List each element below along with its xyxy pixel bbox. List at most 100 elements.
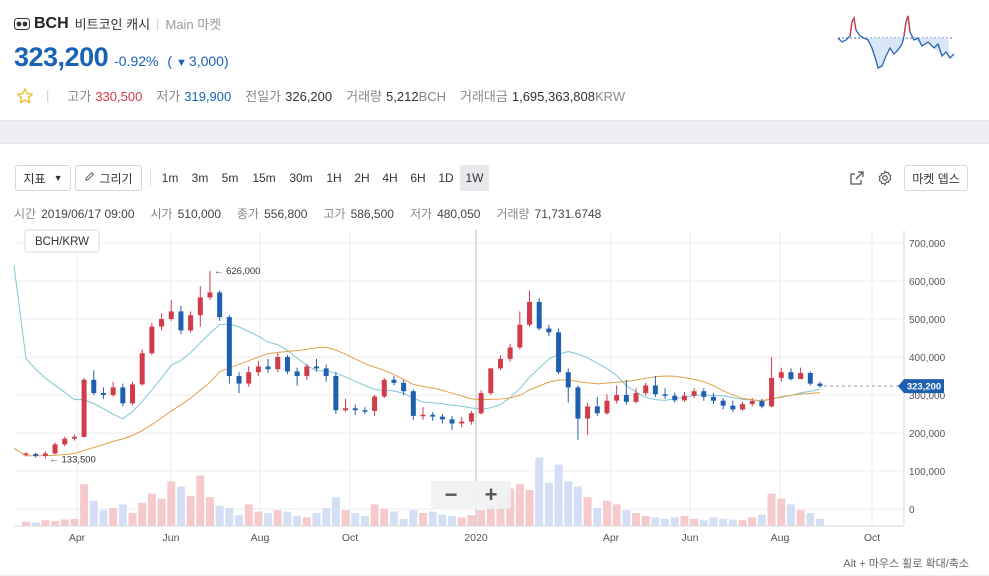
candle-body [255,366,261,373]
volume-bar [467,515,476,526]
candle-body [565,372,571,388]
zoom-out-button[interactable]: − [444,482,458,507]
volume-bar [235,515,244,526]
volume-bar [564,481,573,526]
coin-header: BCH 비트코인 캐시 | Main 마켓 [14,14,221,33]
volume-bar [573,486,582,526]
zoom-control: − + [431,481,511,509]
candle-body [517,324,523,348]
candle-body [149,326,155,354]
volume-bar [399,518,408,526]
candlestick-chart[interactable]: 700,000 600,000 500,000 400,000 300,000 200,0… [0,222,989,576]
stat-volume-label: 거래량 [346,89,383,104]
y-tick-label: 700,000 [909,239,946,250]
popout-window-icon[interactable] [849,170,867,188]
candle-body [71,436,77,439]
volume-bars [22,457,824,526]
y-tick-label: 200,000 [909,429,946,440]
volume-bar [457,517,466,526]
zoom-in-button[interactable]: + [484,482,498,507]
candle-body [304,366,310,376]
interval-4h[interactable]: 4H [382,171,398,185]
y-tick-label: 600,000 [909,277,946,288]
stat-amount-value: 1,695,363,808 [511,89,595,104]
volume-bar [99,510,108,526]
candle-body [449,419,455,424]
x-tick-label: Jun [163,532,180,544]
volume-bar [641,515,650,526]
x-tick-label: Apr [69,532,86,544]
volume-bar [389,511,398,526]
candle-body [488,368,494,394]
volume-bar [312,513,321,526]
candle-body [807,372,813,384]
volume-bar [680,515,689,526]
candle-body [226,317,232,376]
candle-body [769,377,775,407]
change-open-paren: ( [167,53,173,69]
volume-bar [728,519,737,526]
interval-1m[interactable]: 1m [161,171,179,185]
candle-body [130,384,136,404]
favorite-star-icon[interactable] [16,87,34,105]
ohlc-volume-label: 거래량 [496,207,530,221]
settings-gear-icon[interactable] [876,169,894,187]
market-depth-button[interactable]: 마켓 뎁스 [904,165,968,191]
volume-bar [370,504,379,526]
volume-bar [515,484,524,526]
candle-body [778,372,784,378]
volume-bar [525,490,534,526]
ohlc-volume: 거래량 71,731.6748 [496,205,601,222]
stat-amount: 거래대금 1,695,363,808KRW [460,86,625,105]
ohlc-high-label: 고가 [323,207,346,221]
volume-bar [651,517,660,526]
candle-body [798,372,804,380]
interval-2h[interactable]: 2H [354,171,370,185]
candle-body [536,301,542,329]
candle-body [546,328,552,333]
ma-long-line [13,346,821,457]
candle-body [333,376,339,411]
volume-bar [254,511,263,526]
interval-1h[interactable]: 1H [326,171,342,185]
volume-bar [205,497,214,526]
stats-row: | 고가 330,500 저가 319,900 전일가 326,200 거래량 5,21… [16,86,639,105]
indicator-dropdown-button[interactable]: 지표 ▼ [15,165,71,191]
candle-body [681,395,687,401]
interval-30m[interactable]: 30m [289,171,313,185]
min-price-marker: ← 133,500 [49,454,95,465]
stat-amount-unit: KRW [595,89,626,104]
pencil-icon [84,171,95,185]
candle-body [720,400,726,406]
volume-bar [583,497,592,526]
interval-1d[interactable]: 1D [438,171,454,185]
y-tick-label: 300,000 [909,391,946,402]
chart-toolbar: 지표 ▼ 그리기 1m 3m 5m 15m 30m 1H 2H 4H 6H 1D… [0,165,989,191]
volume-bar [128,513,137,526]
interval-3m[interactable]: 3m [191,171,209,185]
volume-bar [118,504,127,526]
candle-body [701,391,707,397]
stat-prev-label: 전일가 [245,89,282,104]
ohlc-time-value: 2019/06/17 09:00 [41,207,135,221]
volume-bar [264,513,273,526]
stat-amount-label: 거래대금 [460,89,508,104]
candle-body [817,383,823,387]
interval-5m[interactable]: 5m [221,171,239,185]
volume-bar [167,481,176,526]
interval-15m[interactable]: 15m [252,171,276,185]
stat-low-label: 저가 [156,89,181,104]
interval-1w[interactable]: 1W [460,165,489,191]
candle-body [352,408,358,411]
coin-name: 비트코인 캐시 [74,17,151,32]
ohlc-low: 저가 480,050 [410,205,480,222]
candle-body [381,379,387,397]
volume-bar [196,475,205,526]
volume-bar [738,520,747,526]
candle-body [585,406,591,419]
draw-tool-button[interactable]: 그리기 [75,165,142,191]
ticker-summary-panel: BCH 비트코인 캐시 | Main 마켓 323,200 -0.92% (▼ 3… [0,0,989,121]
interval-6h[interactable]: 6H [410,171,426,185]
current-price: 323,200 [14,42,109,72]
volume-bar [477,510,486,526]
